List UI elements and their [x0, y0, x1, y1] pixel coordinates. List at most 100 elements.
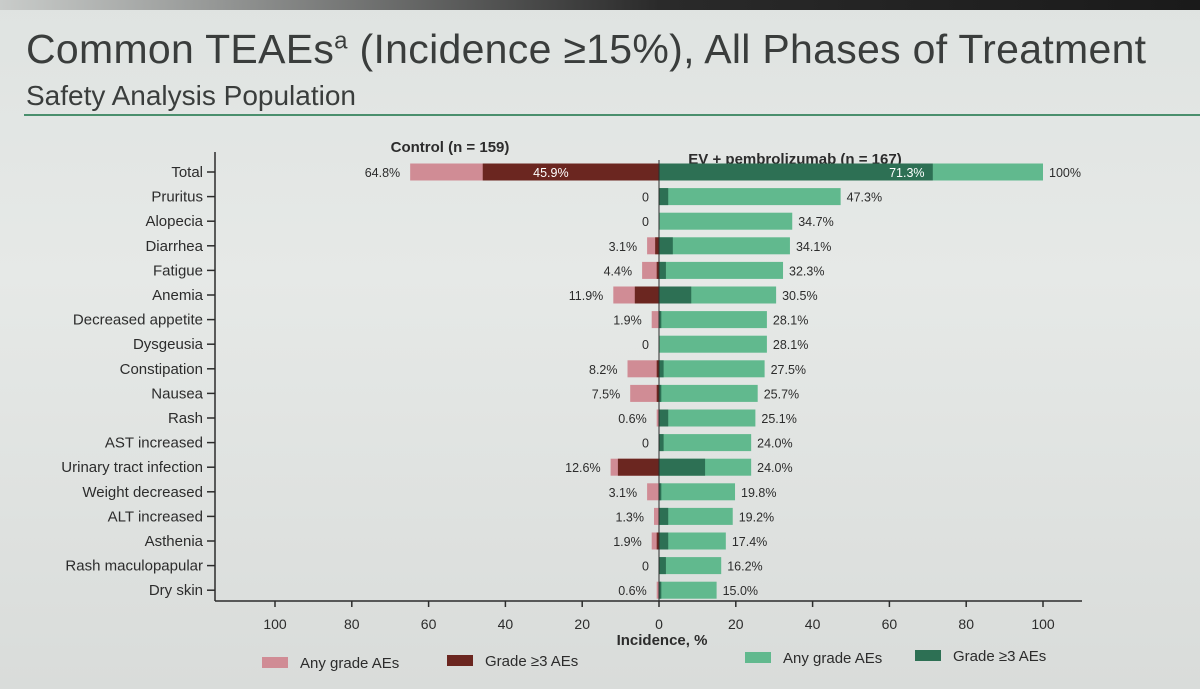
bar-ev-any-weight-decreased: [659, 483, 736, 501]
category-label-anemia: Anemia: [152, 287, 204, 304]
x-axis-label: Incidence, %: [617, 632, 708, 649]
value-label-control-anemia: 11.9%: [569, 289, 604, 303]
value-label-control-weight-decreased: 3.1%: [609, 486, 638, 500]
value-label-ev-pruritus: 47.3%: [847, 191, 882, 205]
x-tick-label-2: 60: [421, 616, 437, 632]
bar-ev-g3-decreased-appetite: [659, 311, 662, 329]
value-label-ev-alopecia: 34.7%: [798, 215, 833, 229]
value-label-ev-rash-maculopapular: 16.2%: [727, 560, 762, 574]
bar-ev-any-decreased-appetite: [659, 311, 767, 329]
bar-ev-g3-total: [659, 163, 933, 181]
bar-control-g3-anemia: [634, 286, 659, 304]
value-label-ev-fatigue: 32.3%: [789, 264, 824, 278]
bar-control-any-decreased-appetite: [651, 311, 659, 329]
bar-ev-any-rash: [659, 409, 756, 427]
bar-control-any-weight-decreased: [647, 483, 659, 501]
title-rule: [24, 114, 1200, 116]
bar-control-any-rash: [656, 409, 659, 427]
bar-ev-any-dry-skin: [659, 581, 717, 599]
value-label-control-asthenia: 1.9%: [613, 535, 642, 549]
bar-ev-any-dysgeusia: [659, 335, 767, 353]
category-label-rash-maculopapular: Rash maculopapular: [65, 558, 203, 575]
bar-control-any-diarrhea: [647, 237, 659, 255]
value-label-ev-constipation: 27.5%: [771, 363, 806, 377]
bar-ev-any-pruritus: [659, 188, 841, 206]
category-label-dry-skin: Dry skin: [149, 582, 203, 599]
bar-ev-g3-asthenia: [659, 532, 669, 550]
inner-label-control-total-g3: 45.9%: [533, 166, 568, 180]
legend-swatch-3: [915, 650, 941, 661]
bar-ev-g3-anemia: [659, 286, 692, 304]
bar-control-any-nausea: [630, 384, 659, 402]
value-label-ev-ast-increased: 24.0%: [757, 437, 792, 451]
value-label-control-nausea: 7.5%: [592, 387, 621, 401]
legend-swatch-0: [262, 657, 288, 668]
category-label-total: Total: [171, 164, 203, 181]
x-tick-label-4: 20: [574, 616, 590, 632]
slide-title-main: Common TEAEs: [26, 26, 335, 72]
bar-ev-g3-nausea: [659, 384, 662, 402]
bar-control-any-alt-increased: [654, 507, 659, 525]
x-tick-label-6: 20: [728, 616, 744, 632]
bar-ev-g3-fatigue: [659, 261, 666, 279]
bar-ev-any-fatigue: [659, 261, 784, 279]
value-label-control-fatigue: 4.4%: [604, 264, 633, 278]
bar-control-any-asthenia: [651, 532, 659, 550]
bar-ev-any-nausea: [659, 384, 758, 402]
value-label-control-rash-maculopapular: 0: [642, 560, 649, 574]
value-label-ev-dysgeusia: 28.1%: [773, 338, 808, 352]
x-tick-label-10: 100: [1031, 616, 1055, 632]
value-label-ev-anemia: 30.5%: [782, 289, 817, 303]
category-label-pruritus: Pruritus: [151, 189, 203, 206]
bar-control-g3-total: [482, 163, 659, 181]
category-label-diarrhea: Diarrhea: [145, 238, 203, 255]
bar-control-g3-nausea: [656, 384, 659, 402]
control-header: Control (n = 159): [391, 139, 510, 156]
value-label-control-alt-increased: 1.3%: [616, 510, 645, 524]
bar-ev-g3-rash-maculopapular: [659, 557, 666, 575]
slide-title-rest: (Incidence ≥15%), All Phases of Treatmen…: [347, 26, 1147, 72]
x-tick-label-5: 0: [655, 616, 663, 632]
bar-ev-any-alt-increased: [659, 507, 733, 525]
category-label-decreased-appetite: Decreased appetite: [73, 312, 203, 329]
bar-ev-any-asthenia: [659, 532, 726, 550]
bar-control-any-constipation: [627, 360, 659, 378]
projector-edge: [0, 0, 1200, 10]
bar-ev-any-ast-increased: [659, 434, 752, 452]
x-tick-label-8: 60: [882, 616, 898, 632]
category-label-weight-decreased: Weight decreased: [82, 484, 203, 501]
slide-title: Common TEAEsa (Incidence ≥15%), All Phas…: [26, 26, 1146, 73]
bar-ev-g3-rash: [659, 409, 669, 427]
value-label-ev-rash: 25.1%: [761, 412, 796, 426]
bar-ev-g3-alt-increased: [659, 507, 669, 525]
bar-control-g3-urinary-tract-infection: [617, 458, 659, 476]
category-label-urinary-tract-infection: Urinary tract infection: [61, 459, 203, 476]
legend-swatch-1: [447, 655, 473, 666]
slide-subtitle: Safety Analysis Population: [26, 80, 356, 111]
x-tick-label-0: 100: [263, 616, 287, 632]
value-label-ev-weight-decreased: 19.8%: [741, 486, 776, 500]
legend-label-0: Any grade AEs: [300, 655, 399, 672]
bar-ev-g3-weight-decreased: [659, 483, 662, 501]
category-label-ast-increased: AST increased: [105, 435, 203, 452]
bar-control-any-fatigue: [642, 261, 659, 279]
category-label-dysgeusia: Dysgeusia: [133, 336, 204, 353]
bar-ev-g3-diarrhea: [659, 237, 673, 255]
value-label-control-urinary-tract-infection: 12.6%: [565, 461, 600, 475]
bar-ev-any-alopecia: [659, 212, 793, 230]
x-tick-label-3: 40: [498, 616, 514, 632]
bar-control-g3-diarrhea: [655, 237, 659, 255]
category-label-fatigue: Fatigue: [153, 262, 203, 279]
value-label-ev-asthenia: 17.4%: [732, 535, 767, 549]
bar-ev-g3-constipation: [659, 360, 664, 378]
legend-swatch-2: [745, 652, 771, 663]
bar-ev-any-constipation: [659, 360, 765, 378]
bar-control-g3-constipation: [656, 360, 659, 378]
value-label-control-total: 64.8%: [365, 166, 400, 180]
bar-ev-g3-pruritus: [659, 188, 669, 206]
value-label-control-alopecia: 0: [642, 215, 649, 229]
value-label-ev-nausea: 25.7%: [764, 387, 799, 401]
value-label-ev-dry-skin: 15.0%: [723, 584, 758, 598]
value-label-control-constipation: 8.2%: [589, 363, 618, 377]
